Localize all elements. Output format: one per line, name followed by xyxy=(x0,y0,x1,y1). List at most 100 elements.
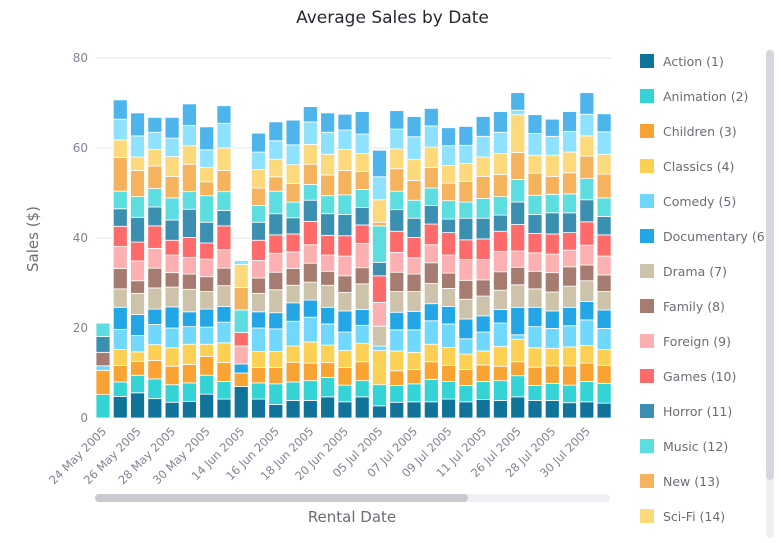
bar-segment[interactable] xyxy=(493,400,508,419)
bar-segment[interactable] xyxy=(389,190,405,211)
bar-segment[interactable] xyxy=(475,295,491,317)
bar-segment[interactable] xyxy=(372,350,387,386)
bar-segment[interactable] xyxy=(406,217,422,238)
bar-segment[interactable] xyxy=(527,288,543,308)
bar-segment[interactable] xyxy=(389,401,405,419)
bar-segment[interactable] xyxy=(579,221,595,246)
bar-segment[interactable] xyxy=(337,170,353,196)
bar-segment[interactable] xyxy=(199,181,215,197)
bar-segment[interactable] xyxy=(216,191,232,211)
bar-segment[interactable] xyxy=(251,350,266,368)
bar-segment[interactable] xyxy=(510,396,526,419)
bar-segment[interactable] xyxy=(596,197,612,217)
bar-segment[interactable] xyxy=(233,345,249,365)
bar-segment[interactable] xyxy=(302,220,318,246)
bar-segment[interactable] xyxy=(320,131,336,155)
bar-segment[interactable] xyxy=(164,156,180,177)
bar-segment[interactable] xyxy=(320,377,336,398)
bar-segment[interactable] xyxy=(181,125,197,147)
bar-segment[interactable] xyxy=(510,92,526,111)
bar-segment[interactable] xyxy=(493,230,508,252)
bar-segment[interactable] xyxy=(458,385,474,403)
bar-segment[interactable] xyxy=(268,328,284,352)
bar-segment[interactable] xyxy=(216,147,232,171)
bar-segment[interactable] xyxy=(596,131,612,155)
bar-segment[interactable] xyxy=(458,353,474,370)
bar-segment[interactable] xyxy=(199,166,215,183)
bar-segment[interactable] xyxy=(130,135,145,158)
bar-segment[interactable] xyxy=(233,386,249,419)
bar-segment[interactable] xyxy=(302,400,318,419)
bar-segment[interactable] xyxy=(372,325,387,347)
bar-segment[interactable] xyxy=(216,267,232,287)
bar-segment[interactable] xyxy=(406,179,422,201)
bar-segment[interactable] xyxy=(544,328,560,349)
bar-segment[interactable] xyxy=(268,350,284,368)
bar-segment[interactable] xyxy=(285,183,301,203)
bar-segment[interactable] xyxy=(596,364,612,384)
bar-segment[interactable] xyxy=(112,190,128,210)
bar-segment[interactable] xyxy=(251,151,266,171)
bar-segment[interactable] xyxy=(544,272,560,293)
bar-segment[interactable] xyxy=(510,338,526,363)
bar-segment[interactable] xyxy=(337,350,353,369)
bar-segment[interactable] xyxy=(95,322,111,337)
bar-segment[interactable] xyxy=(527,133,543,156)
bar-segment[interactable] xyxy=(320,213,336,236)
bar-segment[interactable] xyxy=(458,180,474,203)
bar-segment[interactable] xyxy=(320,270,336,286)
bar-segment[interactable] xyxy=(562,365,577,386)
bar-segment[interactable] xyxy=(596,382,612,404)
bar-segment[interactable] xyxy=(112,157,128,192)
bar-segment[interactable] xyxy=(164,306,180,329)
bar-segment[interactable] xyxy=(199,126,215,151)
bar-segment[interactable] xyxy=(285,268,301,286)
bar-segment[interactable] xyxy=(181,382,197,402)
bar-segment[interactable] xyxy=(596,215,612,236)
bar-segment[interactable] xyxy=(389,311,405,331)
bar-segment[interactable] xyxy=(181,326,197,345)
bar-segment[interactable] xyxy=(423,320,439,345)
bar-segment[interactable] xyxy=(389,168,405,192)
bar-segment[interactable] xyxy=(441,381,457,400)
bar-segment[interactable] xyxy=(475,350,491,366)
bar-segment[interactable] xyxy=(579,319,595,346)
bar-segment[interactable] xyxy=(562,130,577,153)
bar-segment[interactable] xyxy=(458,239,474,261)
bar-segment[interactable] xyxy=(112,246,128,270)
bar-segment[interactable] xyxy=(441,127,457,147)
bar-segment[interactable] xyxy=(268,252,284,273)
bar-segment[interactable] xyxy=(147,165,163,189)
bar-segment[interactable] xyxy=(389,230,405,253)
bar-segment[interactable] xyxy=(562,325,577,348)
bar-segment[interactable] xyxy=(164,117,180,139)
bar-segment[interactable] xyxy=(251,169,266,189)
bar-segment[interactable] xyxy=(493,251,508,273)
bar-segment[interactable] xyxy=(320,323,336,346)
bar-segment[interactable] xyxy=(251,239,266,261)
bar-segment[interactable] xyxy=(527,233,543,254)
legend-item[interactable]: Music (12) xyxy=(640,436,728,456)
bar-segment[interactable] xyxy=(285,284,301,304)
bar-segment[interactable] xyxy=(130,314,145,337)
bar-segment[interactable] xyxy=(406,401,422,419)
bar-segment[interactable] xyxy=(562,346,577,367)
bar-segment[interactable] xyxy=(510,334,526,340)
bar-segment[interactable] xyxy=(337,275,353,293)
bar-segment[interactable] xyxy=(423,205,439,225)
bar-segment[interactable] xyxy=(544,118,560,137)
bar-segment[interactable] xyxy=(562,193,577,214)
bar-segment[interactable] xyxy=(475,399,491,419)
bar-segment[interactable] xyxy=(337,235,353,257)
bar-segment[interactable] xyxy=(544,175,560,195)
bar-segment[interactable] xyxy=(337,401,353,419)
bar-segment[interactable] xyxy=(527,252,543,272)
bar-segment[interactable] xyxy=(147,344,163,361)
bar-segment[interactable] xyxy=(389,271,405,292)
legend-item[interactable]: Foreign (9) xyxy=(640,331,731,351)
bar-segment[interactable] xyxy=(423,401,439,419)
bar-segment[interactable] xyxy=(130,374,145,394)
bar-segment[interactable] xyxy=(458,126,474,146)
bar-segment[interactable] xyxy=(475,331,491,352)
bar-segment[interactable] xyxy=(216,225,232,251)
